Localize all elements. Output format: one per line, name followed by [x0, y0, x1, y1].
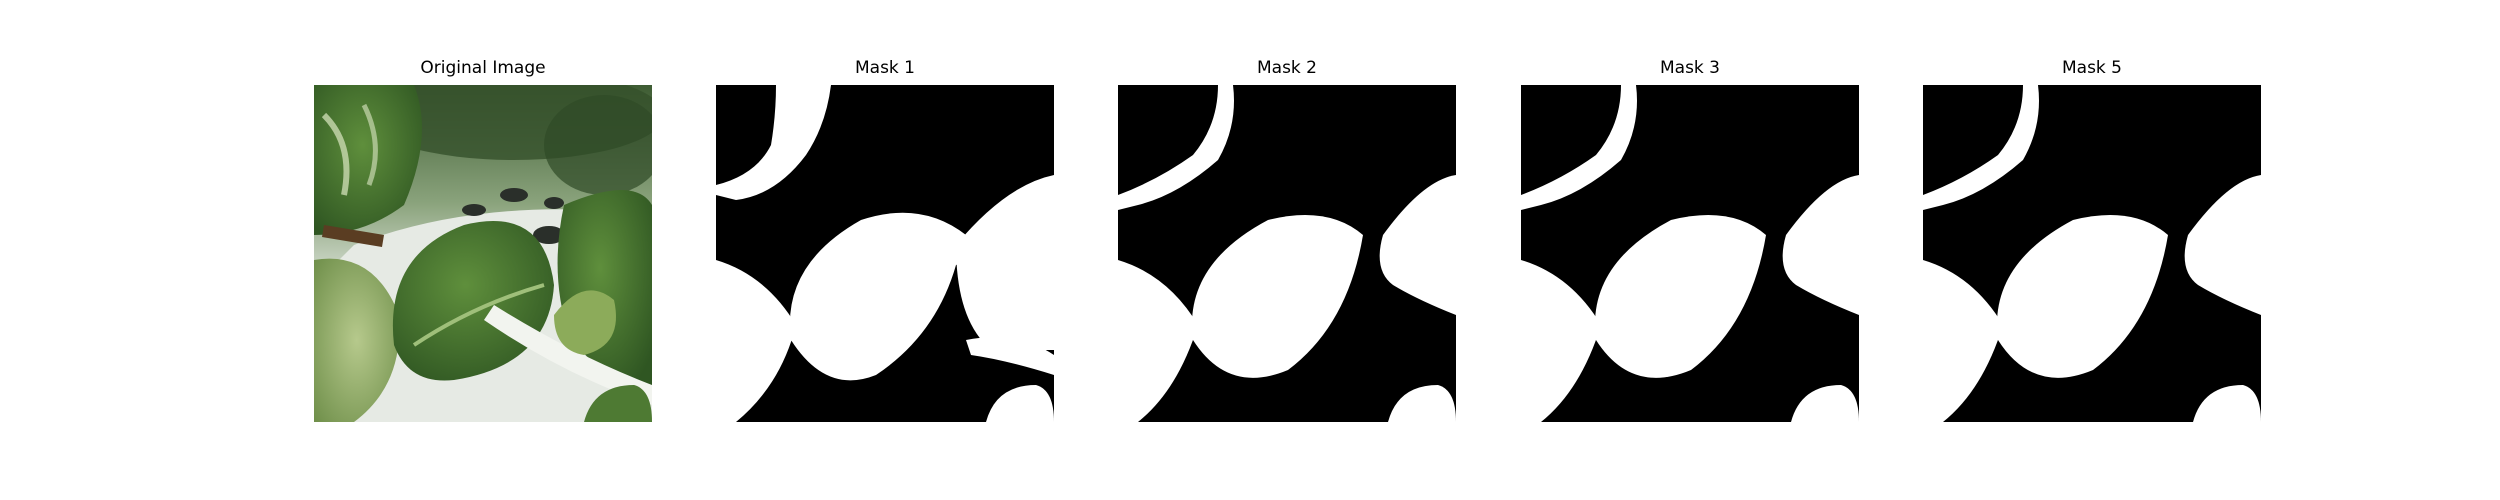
panel-mask-2: Mask 2: [1118, 0, 1456, 500]
mask-1-image: [716, 85, 1054, 422]
mask-3-image: [1521, 85, 1859, 422]
original-photo: [314, 85, 652, 422]
panel-title-mask-2: Mask 2: [1256, 58, 1317, 78]
panel-title-original: Original Image: [420, 58, 546, 78]
mask-2-image: [1118, 85, 1456, 422]
panel-title-mask-3: Mask 3: [1659, 58, 1720, 78]
panel-title-mask-1: Mask 1: [854, 58, 915, 78]
panel-mask-5: Mask 5: [1923, 0, 2261, 500]
panel-mask-3: Mask 3: [1521, 0, 1859, 500]
panel-title-mask-5: Mask 5: [2061, 58, 2122, 78]
panel-mask-1: Mask 1: [716, 0, 1054, 500]
panel-original-image: Original Image: [314, 0, 652, 500]
mask-5-image: [1923, 85, 2261, 422]
